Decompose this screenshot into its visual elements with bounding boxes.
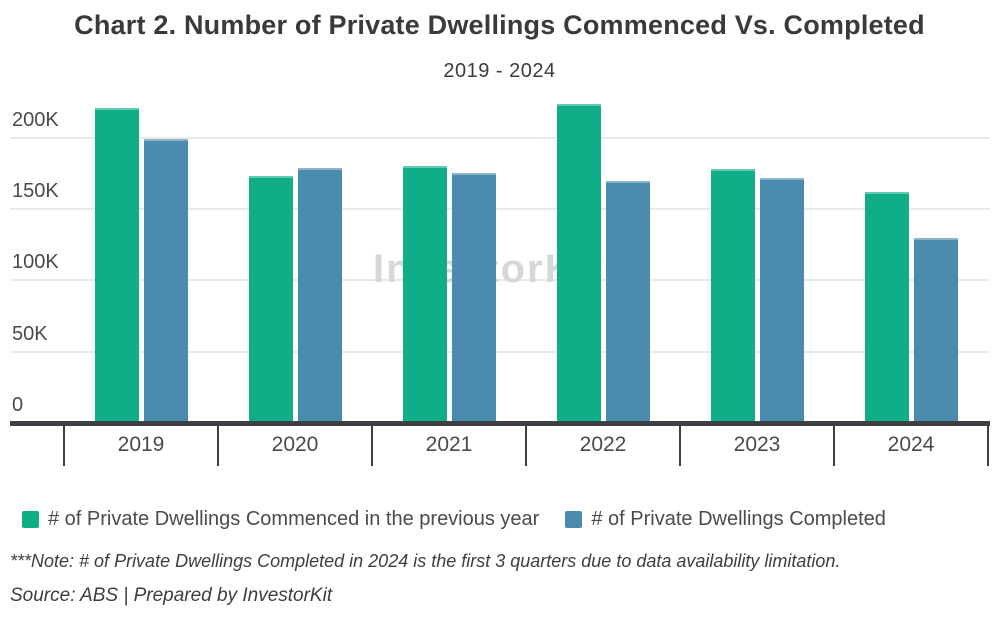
- x-axis-tick: [371, 421, 373, 466]
- bar-2022-completed[interactable]: [605, 180, 650, 423]
- gridline-200K: [10, 136, 990, 139]
- x-axis-label-2022: 2022: [579, 433, 627, 456]
- chart-title: Chart 2. Number of Private Dwellings Com…: [74, 10, 925, 40]
- bar-2022-commenced[interactable]: [556, 103, 601, 423]
- x-axis-tick: [833, 421, 835, 466]
- x-axis-tick: [63, 421, 65, 466]
- bar-2019-commenced[interactable]: [94, 107, 139, 423]
- gridline-50K: [10, 350, 990, 353]
- x-axis-label-2020: 2020: [271, 433, 319, 456]
- x-axis-line: [10, 421, 990, 426]
- x-axis-tick: [679, 421, 681, 466]
- bar-2023-completed[interactable]: [759, 177, 804, 423]
- legend-swatch-commenced: [22, 511, 39, 528]
- legend: # of Private Dwellings Commenced in the …: [22, 508, 886, 531]
- bar-2023-commenced[interactable]: [710, 169, 755, 423]
- x-axis-label-2023: 2023: [733, 433, 781, 456]
- source-line: Source: ABS | Prepared by InvestorKit: [10, 585, 333, 606]
- bar-2020-commenced[interactable]: [248, 176, 293, 423]
- bar-2020-completed[interactable]: [297, 167, 342, 423]
- x-axis-tick: [217, 421, 219, 466]
- bar-2021-completed[interactable]: [451, 173, 496, 423]
- y-axis-tick-label-150K: 150K: [12, 180, 59, 203]
- x-axis-label-2024: 2024: [887, 433, 935, 456]
- gridline-100K: [10, 279, 990, 282]
- x-axis-label-2019: 2019: [117, 433, 165, 456]
- x-axis-label-2021: 2021: [425, 433, 473, 456]
- x-axis-tick: [987, 421, 989, 466]
- bar-2019-completed[interactable]: [143, 139, 188, 423]
- plot-area: InvestorKit 050K100K150K200K201920202021…: [0, 95, 999, 475]
- y-axis-tick-label-200K: 200K: [12, 108, 59, 131]
- chart-subtitle: 2019 - 2024: [443, 60, 556, 82]
- y-axis-tick-label-0: 0: [12, 394, 24, 416]
- legend-swatch-completed: [565, 511, 583, 528]
- bar-2024-commenced[interactable]: [864, 191, 909, 423]
- bar-2021-commenced[interactable]: [402, 166, 447, 423]
- y-axis-tick-label-100K: 100K: [12, 251, 59, 274]
- bar-2024-completed[interactable]: [913, 237, 958, 423]
- legend-item-completed[interactable]: # of Private Dwellings Completed: [565, 508, 886, 531]
- x-axis-tick: [525, 421, 527, 466]
- legend-label-completed: # of Private Dwellings Completed: [591, 508, 886, 530]
- legend-item-commenced[interactable]: # of Private Dwellings Commenced in the …: [22, 508, 539, 531]
- legend-label-commenced: # of Private Dwellings Commenced in the …: [48, 508, 540, 530]
- footnote: ***Note: # of Private Dwellings Complete…: [10, 551, 841, 571]
- y-axis-tick-label-50K: 50K: [12, 322, 48, 345]
- gridline-150K: [10, 208, 990, 211]
